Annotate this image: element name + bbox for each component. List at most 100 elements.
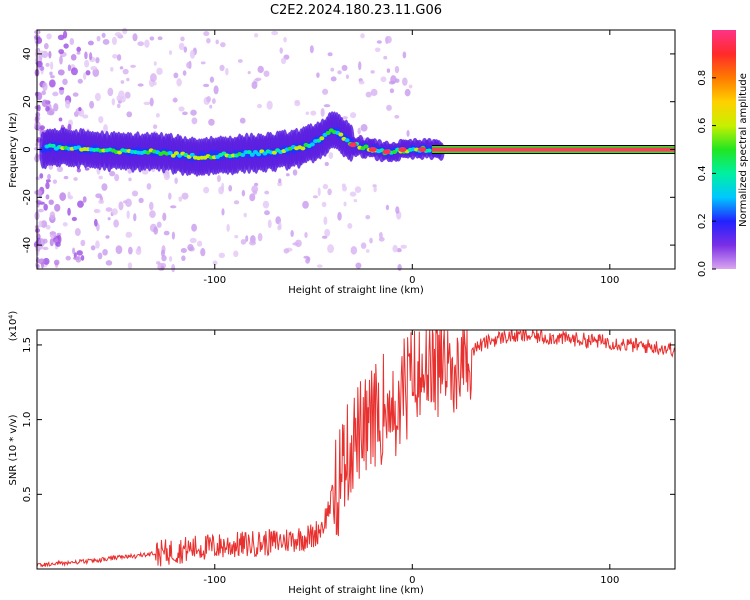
ridge-core <box>271 150 277 155</box>
noise-speck <box>182 70 187 76</box>
noise-speck <box>46 33 52 40</box>
noise-speck <box>149 97 154 107</box>
noise-speck <box>126 210 130 219</box>
noise-speck <box>271 30 279 36</box>
noise-speck <box>310 110 317 116</box>
noise-speck <box>337 211 342 221</box>
ridge-core <box>344 138 350 143</box>
noise-speck <box>347 223 353 229</box>
noise-speck <box>62 30 68 39</box>
noise-speck <box>116 103 121 109</box>
noise-speck <box>178 106 185 112</box>
noise-speck <box>107 217 111 221</box>
noise-speck <box>264 210 270 216</box>
noise-speck <box>305 111 310 116</box>
noise-speck <box>161 254 167 262</box>
ridge-core <box>319 136 325 141</box>
noise-speck <box>294 101 301 107</box>
noise-speck <box>171 231 175 240</box>
spectrogram-y-label: Frequency (Hz) <box>8 112 19 188</box>
noise-speck <box>131 190 139 197</box>
noise-speck <box>386 68 391 73</box>
y-tick-label: 0 <box>22 146 33 152</box>
noise-speck <box>141 169 149 175</box>
ridge-core <box>325 130 331 135</box>
noise-speck <box>84 51 88 60</box>
ridge-core <box>246 150 252 155</box>
noise-speck <box>98 116 104 124</box>
noise-speck <box>257 103 262 109</box>
noise-speck <box>132 33 138 42</box>
noise-speck <box>77 78 83 84</box>
noise-speck <box>385 36 389 45</box>
noise-speck <box>111 98 116 106</box>
noise-speck <box>349 112 357 119</box>
noise-speck <box>283 248 290 254</box>
noise-speck <box>321 201 327 208</box>
noise-speck <box>262 200 270 209</box>
ridge-core <box>249 152 255 157</box>
noise-speck <box>386 104 392 111</box>
noise-speck <box>156 67 163 75</box>
colorbar-tick-label: 0.0 <box>697 261 708 277</box>
ridge-core <box>173 151 179 156</box>
noise-speck <box>146 183 152 190</box>
noise-speck <box>82 196 87 203</box>
noise-speck <box>42 82 48 91</box>
noise-speck <box>130 64 136 68</box>
snr-x-ticks: -100 0 100 <box>203 330 619 586</box>
x-tick-label: 0 <box>409 275 415 286</box>
noise-speck <box>324 228 331 237</box>
noise-speck <box>98 175 103 180</box>
noise-speck <box>76 168 81 173</box>
noise-speck <box>105 235 110 239</box>
noise-speck <box>181 192 189 200</box>
noise-speck <box>40 220 48 228</box>
noise-speck <box>93 218 98 227</box>
noise-speck <box>172 97 178 103</box>
ridge-peak-spot <box>368 147 377 152</box>
noise-speck <box>243 212 247 218</box>
noise-speck <box>350 246 358 255</box>
noise-speck <box>278 221 282 230</box>
colorbar-label: Normalized spectral amplitude <box>738 73 749 227</box>
noise-speck <box>45 179 51 183</box>
ridge-peak-spot <box>418 147 427 152</box>
spectrogram-x-ticks: -100 0 100 <box>203 30 619 286</box>
noise-speck <box>67 191 71 199</box>
noise-speck <box>200 247 206 257</box>
noise-speck <box>396 247 402 253</box>
noise-speck <box>82 72 87 80</box>
noise-speck <box>180 248 187 253</box>
noise-speck <box>383 55 388 60</box>
noise-speck <box>203 186 210 194</box>
noise-speck <box>189 49 196 59</box>
noise-speck <box>263 70 270 77</box>
noise-speck <box>186 61 192 69</box>
noise-speck <box>226 223 230 232</box>
noise-speck <box>36 60 43 68</box>
noise-speck <box>49 231 57 239</box>
snr-series-line <box>36 329 675 568</box>
noise-speck <box>327 244 335 254</box>
noise-speck <box>266 100 273 110</box>
noise-speck <box>295 239 302 248</box>
noise-speck <box>255 77 262 82</box>
noise-speck <box>57 69 65 76</box>
colorbar-gradient <box>712 30 736 269</box>
noise-speck <box>41 99 49 108</box>
y-tick-label: 1.0 <box>22 412 33 428</box>
noise-speck <box>254 182 259 187</box>
noise-speck <box>43 43 49 50</box>
noise-speck <box>220 42 226 48</box>
noise-speck <box>316 264 323 268</box>
noise-speck <box>341 64 348 72</box>
noise-speck <box>247 71 251 75</box>
noise-speck <box>174 177 178 185</box>
noise-speck <box>320 108 325 117</box>
noise-speck <box>156 221 162 228</box>
noise-speck <box>41 90 46 96</box>
x-tick-label: 0 <box>409 575 415 586</box>
noise-speck <box>316 72 320 78</box>
noise-speck <box>35 176 41 181</box>
